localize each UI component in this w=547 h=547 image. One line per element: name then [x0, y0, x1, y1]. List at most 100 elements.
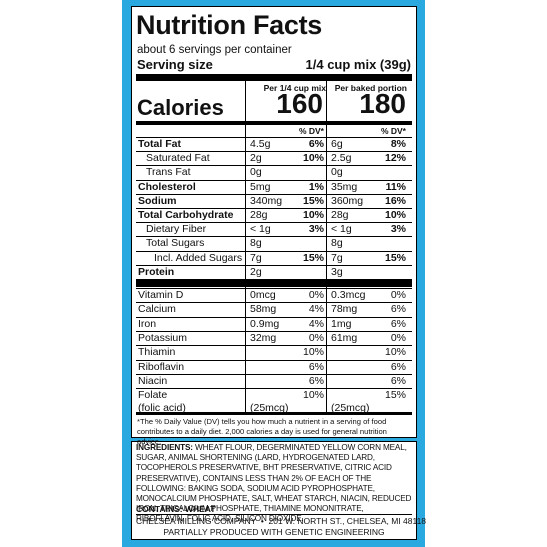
amount: 340mg [250, 194, 283, 207]
amount: 58mg [250, 303, 277, 316]
amount: 360mg [331, 194, 364, 207]
row-rule [136, 264, 412, 266]
amount: 7g [250, 251, 262, 264]
daily-value: 0% [390, 331, 406, 344]
daily-value: 0% [308, 289, 324, 301]
dv-header: % DV* [298, 126, 324, 136]
nutrient-name: Protein [138, 265, 175, 278]
nutrient-name: Riboflavin [138, 360, 185, 373]
amount: 8g [250, 237, 262, 250]
amount: (25mcg) [250, 402, 289, 415]
amount: 3g [331, 265, 343, 278]
row-rule [136, 288, 412, 289]
daily-value: 10% [384, 209, 406, 221]
daily-value: 10% [302, 152, 324, 165]
daily-value: 16% [384, 194, 406, 207]
nutrient-name: Calcium [138, 303, 176, 316]
row-rule [136, 316, 412, 318]
row-rule [136, 330, 412, 332]
medium-rule [136, 412, 412, 415]
daily-value: 10% [302, 389, 324, 402]
amount: 7g [331, 251, 343, 264]
nutrient-name: Dietary Fiber [146, 223, 207, 236]
serving-size-value: 1/4 cup mix (39g) [305, 57, 411, 72]
daily-value: 0% [308, 331, 324, 344]
thick-rule [136, 74, 412, 81]
nutrient-name: Sodium [138, 194, 177, 207]
nutrient-name: Vitamin D [138, 289, 184, 301]
daily-value: 6% [390, 303, 406, 316]
daily-value: 11% [385, 180, 406, 193]
thick-rule [136, 279, 412, 287]
column-header: Per 1/4 cup mix [263, 83, 326, 93]
amount: 4.5g [250, 138, 271, 150]
nutrient-name: Total Carbohydrate [138, 209, 234, 221]
rule [136, 514, 412, 515]
nutrient-name: Saturated Fat [146, 152, 210, 165]
daily-value: 0% [390, 289, 406, 301]
amount: 35mg [331, 180, 358, 193]
dv-header: % DV* [380, 126, 406, 136]
ingredients-text: WHEAT FLOUR, DEGERMINATED YELLOW CORN ME… [136, 443, 412, 524]
nutrient-name: Trans Fat [146, 166, 191, 179]
amount: 28g [250, 209, 268, 221]
daily-value: 8% [390, 138, 406, 150]
amount: < 1g [331, 223, 352, 236]
daily-value: 10% [302, 209, 324, 221]
serving-size-label: Serving size [137, 57, 213, 72]
disclosure: PARTIALLY PRODUCED WITH GENETIC ENGINEER… [163, 527, 385, 537]
row-rule [136, 359, 412, 361]
amount: 0g [331, 166, 343, 179]
daily-value: 6% [390, 317, 406, 330]
footnote: *The % Daily Value (DV) tells you how mu… [137, 417, 387, 446]
daily-value: 4% [308, 303, 324, 316]
row-rule [136, 250, 412, 252]
amount: 32mg [250, 331, 277, 344]
amount: (25mcg) [331, 402, 370, 415]
calories-value: 160 [276, 88, 323, 119]
amount: 0.3mcg [331, 289, 366, 301]
daily-value: 15% [302, 251, 324, 264]
row-rule [136, 137, 412, 138]
row-rule [136, 373, 412, 375]
row-rule [136, 236, 412, 238]
row-rule [136, 302, 412, 304]
amount: 0.9mg [250, 317, 280, 330]
amount: 2.5g [331, 152, 352, 165]
amount: 28g [331, 209, 349, 221]
ingredients-panel [131, 441, 417, 540]
column-header: Per baked portion [334, 83, 407, 93]
daily-value: 15% [384, 251, 406, 264]
ingredients-label: INGREDIENTS: [136, 443, 193, 452]
amount: 5mg [250, 180, 271, 193]
company: CHELSEA MILLING COMPANY • 201 W. NORTH S… [136, 516, 427, 526]
daily-value: 6% [308, 360, 324, 373]
amount: 0g [250, 166, 262, 179]
calories-label: Calories [137, 95, 224, 120]
nutrient-name: Niacin [138, 374, 168, 387]
amount: 2g [250, 152, 262, 165]
nutrient-note: (folic acid) [138, 402, 186, 415]
row-rule [136, 388, 412, 390]
amount: < 1g [250, 223, 271, 236]
nutrient-name: Thiamin [138, 346, 176, 359]
allergen: CONTAINS: WHEAT [136, 504, 216, 514]
nutrient-name: Total Sugars [146, 237, 205, 250]
nutrient-name: Folate [138, 389, 168, 402]
daily-value: 3% [308, 223, 324, 236]
nutrient-name: Cholesterol [138, 180, 196, 193]
daily-value: 10% [384, 346, 406, 359]
row-rule [136, 165, 412, 167]
daily-value: 6% [390, 374, 406, 387]
medium-rule [136, 121, 412, 125]
column-divider [326, 81, 327, 412]
calories-value: 180 [359, 88, 406, 119]
title: Nutrition Facts [136, 10, 323, 40]
daily-value: 3% [390, 223, 406, 236]
nutrient-name: Total Fat [138, 138, 181, 150]
nutrient-name: Incl. Added Sugars [154, 251, 243, 264]
row-rule [136, 345, 412, 347]
daily-value: 15% [302, 194, 324, 207]
column-divider [245, 81, 246, 412]
row-rule [136, 193, 412, 195]
